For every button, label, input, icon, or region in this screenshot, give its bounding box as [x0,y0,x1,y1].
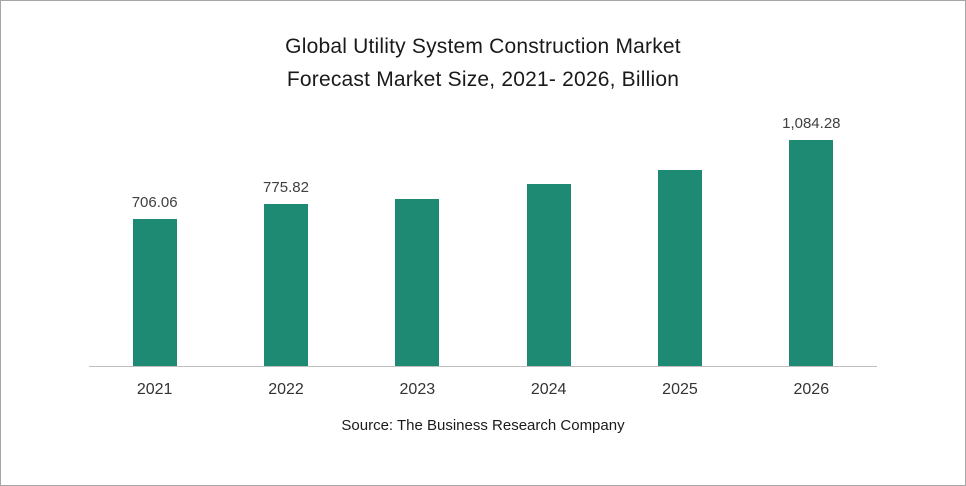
source-caption: Source: The Business Research Company [341,417,625,435]
x-tick-2025: 2025 [662,381,698,399]
chart-title: Global Utility System Construction Marke… [285,35,681,91]
plot-area: 706.06 775.82 1,084.28 [89,100,877,368]
bar-column-2022: 775.82 [220,179,351,367]
data-label-2022: 775.82 [263,179,309,197]
data-label-2026: 1,084.28 [782,115,841,133]
bar-column-2024 [483,159,614,367]
x-tick-2021: 2021 [136,381,173,399]
bar-2023 [395,199,440,367]
bar-column-2025 [614,145,745,367]
bar-2026 [789,140,834,367]
x-axis-labels: 2021 2022 2023 2024 2025 2026 [89,367,877,399]
bar-2024 [526,184,571,367]
x-tick-2024: 2024 [530,381,567,399]
bar-column-2023 [352,174,483,367]
x-tick-2023: 2023 [399,381,436,399]
data-label-2021: 706.06 [131,194,178,212]
chart-header: Global Utility System Construction Marke… [1,1,965,96]
bar-column-2026: 1,084.28 [746,115,877,367]
bar-2025 [657,170,702,367]
x-tick-2026: 2026 [793,381,830,399]
bar-2021 [132,219,177,367]
x-tick-2022: 2022 [268,381,304,399]
bar-column-2021: 706.06 [89,194,220,367]
bar-2022 [263,204,308,367]
